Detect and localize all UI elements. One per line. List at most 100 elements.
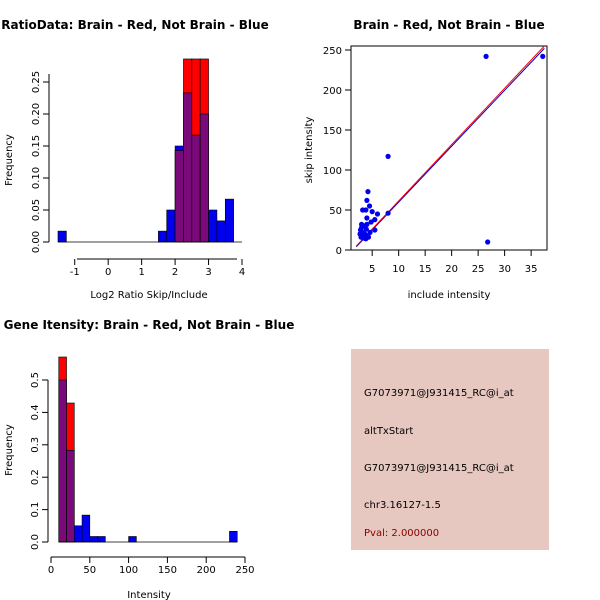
intensity-histogram-x-tick-label: 250 [235,565,254,576]
intensity-histogram-y-tick-label: 0.4 [30,404,41,420]
ratio-histogram-y-tick-label: 0.20 [31,103,42,125]
scatter-plot-box [350,45,548,251]
intensity-histogram-bars [58,356,238,543]
scatter-point [367,229,373,235]
scatter-point [361,233,367,239]
intensity-histogram-x-tick-label: 0 [48,565,54,576]
intensity-histogram-y-tick-label: 0.1 [30,502,41,518]
scatter-title: Brain - Red, Not Brain - Blue [353,18,544,32]
scatter-point [540,53,546,60]
info-panel-background [351,349,549,550]
info-panel: G7073971@J931415_RC@i_at altTxStart G707… [351,349,549,550]
intensity-histogram-bar-not-brain [81,514,91,543]
scatter-point [360,207,366,213]
ratio-histogram-bar-not-brain [224,198,234,243]
ratio-histogram-bar-not-brain [158,230,168,243]
ratio-histogram-y-ticks: 0.00 0.05 0.10 0.15 0.20 0.25 [31,71,49,253]
ratio-histogram-x-tick-label: 3 [205,267,211,278]
ratio-histogram-bar-not-brain [57,230,67,243]
info-event-type: altTxStart [364,426,413,437]
ratio-histogram-x-label: Log2 Ratio Skip/Include [90,290,207,301]
scatter-point [368,219,374,225]
ratio-histogram-bar-overlap [183,92,193,243]
scatter-point [366,203,373,209]
scatter-regression-lines [355,45,545,248]
ratio-histogram-bar-not-brain [216,220,226,243]
ratio-histogram-title: RatioData: Brain - Red, Not Brain - Blue [1,18,268,32]
scatter-point [372,227,378,233]
scatter-x-tick-label: 15 [419,264,432,275]
intensity-histogram-title: Gene Itensity: Brain - Red, Not Brain - … [4,318,295,332]
scatter-y-ticks: 0 50 100 150 200 250 [323,46,351,257]
ratio-histogram-x-tick-label: -1 [70,267,80,278]
intensity-histogram-x-label: Intensity [127,590,171,600]
scatter-point [374,211,381,217]
scatter-x-tick-label: 35 [525,264,538,275]
intensity-histogram-bar-overlap [66,450,75,543]
scatter-x-tick-label: 25 [472,264,485,275]
intensity-histogram-x-tick-label: 200 [197,565,216,576]
scatter-y-tick-label: 100 [323,166,342,177]
ratio-histogram-y-tick-label: 0.25 [31,71,42,93]
intensity-histogram-y-tick-label: 0.3 [30,437,41,453]
ratio-histogram-panel: RatioData: Brain - Red, Not Brain - Blue… [1,18,268,301]
intensity-histogram-bar-overlap [58,379,67,543]
scatter-point [372,217,378,223]
info-pval: Pval: 2.000000 [364,528,439,539]
ratio-histogram-x-tick-label: 4 [239,267,245,278]
intensity-histogram-x-tick-label: 150 [158,565,177,576]
scatter-regression-line-not-brain [355,48,545,248]
scatter-point [385,210,391,216]
info-location: chr3.16127-1.5 [364,500,441,511]
scatter-y-tick-label: 0 [336,246,342,257]
scatter-point [483,53,489,60]
info-probe-id-2: G7073971@J931415_RC@i_at [364,463,514,474]
intensity-histogram-bar-not-brain [97,536,106,543]
scatter-point [369,209,375,215]
scatter-point [485,239,491,245]
scatter-y-tick-label: 50 [329,206,342,217]
ratio-histogram-bar-not-brain [166,209,176,243]
scatter-y-tick-label: 200 [323,86,342,97]
ratio-histogram-y-tick-label: 0.10 [31,167,42,189]
scatter-regression-line-brain [355,45,545,247]
info-probe-id: G7073971@J931415_RC@i_at [364,388,514,399]
intensity-histogram-bar-not-brain [73,525,83,543]
intensity-histogram-y-tick-label: 0.0 [30,534,41,550]
intensity-histogram-y-tick-label: 0.2 [30,469,41,485]
scatter-point [364,197,370,203]
intensity-histogram-bar-not-brain [229,531,238,543]
scatter-panel: Brain - Red, Not Brain - Blue 5 10 15 20 25 3… [304,18,548,301]
scatter-point [385,153,391,159]
ratio-histogram-x-tick-label: 2 [172,267,178,278]
scatter-point [358,221,365,227]
scatter-points [357,53,546,245]
ratio-histogram-x-tick-label: 1 [138,267,144,278]
intensity-histogram-y-label: Frequency [4,424,15,476]
intensity-histogram-bar-not-brain [89,536,98,543]
intensity-histogram-x-tick-label: 100 [119,565,138,576]
ratio-histogram-y-tick-label: 0.15 [31,135,42,157]
intensity-histogram-x-ticks: 0 50 100 150 200 250 [48,557,255,576]
scatter-x-ticks: 5 10 15 20 25 30 35 [369,250,537,275]
ratio-histogram-x-tick-label: 0 [105,267,111,278]
ratio-histogram-y-tick-label: 0.05 [31,199,42,221]
intensity-histogram-y-tick-label: 0.5 [30,372,41,388]
ratio-histogram-bars [57,58,242,243]
ratio-histogram-x-ticks: -1 0 1 2 3 4 [70,259,245,278]
scatter-point [365,234,372,240]
scatter-point [365,189,371,195]
intensity-histogram-bar-not-brain [128,536,137,543]
ratio-histogram-y-tick-label: 0.00 [31,231,42,253]
scatter-x-tick-label: 30 [498,264,511,275]
intensity-histogram-x-tick-label: 50 [83,565,96,576]
scatter-x-tick-label: 5 [369,264,375,275]
scatter-point [364,215,370,221]
ratio-histogram-bar-overlap [191,134,201,243]
scatter-x-tick-label: 10 [392,264,405,275]
ratio-histogram-y-label: Frequency [4,134,15,186]
scatter-y-tick-label: 250 [323,46,342,57]
ratio-histogram-bar-overlap [174,150,184,243]
ratio-histogram-bar-overlap [199,113,209,243]
